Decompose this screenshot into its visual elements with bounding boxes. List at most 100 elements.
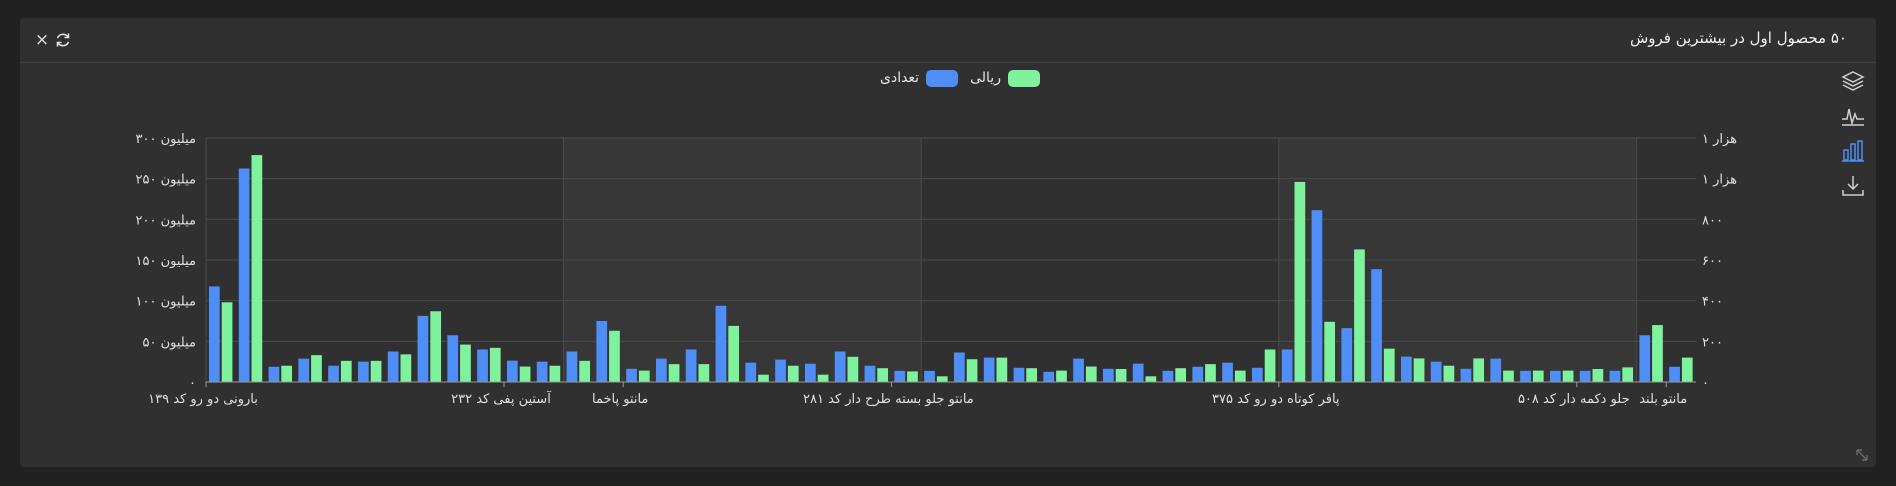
bar-count	[208, 286, 220, 382]
bar-count	[775, 359, 786, 382]
bar-rial	[1652, 325, 1663, 382]
resize-icon[interactable]	[1854, 447, 1870, 463]
bar-rial	[728, 325, 740, 382]
bar-count	[417, 315, 429, 382]
x-tick-label: پافر کوتاه دو رو کد ۳۷۵	[1212, 392, 1340, 407]
bar-rial	[877, 368, 889, 382]
bar-count	[1073, 358, 1084, 382]
bar-rial	[1294, 181, 1306, 382]
bar-count	[477, 349, 488, 382]
bar-rial	[698, 364, 710, 382]
bar-count	[328, 365, 339, 382]
bar-rial	[340, 360, 352, 382]
legend-label-count: تعدادی	[880, 70, 920, 86]
bar-rial	[1175, 368, 1187, 382]
bar-count	[1371, 269, 1382, 382]
bar-count	[566, 351, 578, 382]
bar-count	[745, 362, 757, 382]
bar-rial	[549, 365, 561, 382]
bar-count	[596, 321, 608, 382]
y-left-tick-label: ۱۵۰ میلیون	[136, 254, 196, 269]
x-tick-label: مانتو پاخما	[592, 392, 648, 407]
bar-count	[1400, 356, 1412, 382]
close-button[interactable]: ×	[34, 30, 50, 50]
bar-count	[804, 363, 816, 382]
bar-count	[1609, 370, 1621, 382]
bar-count	[1341, 328, 1353, 382]
bar-rial	[1145, 376, 1157, 382]
bar-rial	[1473, 358, 1485, 382]
bar-rial	[1413, 358, 1425, 382]
bar-rial	[579, 360, 591, 382]
bar-count	[1222, 362, 1233, 382]
legend-item-count[interactable]: تعدادی	[880, 69, 959, 87]
panel-header: × ۵۰ محصول اول در بیشترین فروش	[20, 18, 1876, 63]
bar-rial	[489, 347, 501, 382]
bar-rial	[1592, 368, 1604, 382]
bar-count	[387, 351, 399, 382]
bar-rial	[1562, 370, 1574, 382]
bar-count	[357, 361, 369, 382]
legend-label-rial: ریالی	[970, 70, 1001, 86]
bar-count	[298, 358, 310, 382]
y-right-tick-label: ۸۰۰	[1702, 213, 1723, 228]
x-tick-label: مانتو جلو بسته طرح دار کد ۲۸۱	[803, 392, 974, 407]
bar-count	[1669, 366, 1680, 382]
chart-legend: ریالی تعدادی	[868, 68, 1040, 88]
legend-item-rial[interactable]: ریالی	[970, 69, 1040, 87]
bar-rial	[370, 360, 382, 382]
bar-rial	[1354, 249, 1365, 382]
bar-count	[1549, 370, 1561, 382]
y-left-tick-label: ۳۰۰ میلیون	[136, 132, 196, 147]
bar-count	[1162, 370, 1174, 382]
bar-rial	[1681, 357, 1693, 382]
legend-swatch-count	[926, 69, 959, 87]
bar-count	[1430, 361, 1442, 382]
panel-title: ۵۰ محصول اول در بیشترین فروش	[1629, 29, 1847, 47]
bar-rial	[907, 371, 918, 382]
bar-count	[1132, 363, 1144, 382]
bar-count	[506, 360, 518, 382]
line-chart-button[interactable]	[1840, 103, 1866, 129]
bar-rial	[936, 376, 948, 382]
bar-chart-button[interactable]	[1840, 138, 1866, 164]
layers-button[interactable]	[1840, 68, 1866, 94]
x-tick-label: آستین پفی کد ۲۳۲	[451, 390, 552, 407]
y-left-tick-label: ۲۵۰ میلیون	[136, 173, 196, 188]
bar-rial	[847, 356, 859, 382]
bar-rial	[668, 364, 680, 382]
bar-count	[1192, 366, 1204, 382]
y-right-tick-label: ۲۰۰	[1702, 335, 1723, 350]
bar-rial	[1503, 370, 1514, 382]
bar-chart-icon	[1842, 140, 1864, 162]
bar-count	[894, 370, 906, 382]
bar-count	[924, 370, 935, 382]
bar-rial	[1115, 368, 1127, 382]
bar-count	[685, 349, 697, 382]
bar-count	[953, 352, 965, 382]
bar-rial	[758, 374, 769, 382]
bar-rial	[1026, 368, 1038, 382]
bar-count	[1013, 367, 1025, 382]
bar-count	[1639, 335, 1651, 382]
refresh-button[interactable]	[53, 30, 73, 50]
bar-count	[864, 365, 876, 382]
y-left-tick-label: ۱۰۰ میلیون	[136, 295, 196, 310]
y-right-tick-label: هزار ۱	[1702, 132, 1737, 147]
bar-count	[983, 357, 995, 382]
x-tick-label: مانتو بلند	[1639, 392, 1687, 407]
bar-rial	[996, 357, 1008, 382]
bar-rial	[1443, 365, 1455, 382]
bar-count	[238, 168, 250, 382]
bar-rial	[519, 366, 531, 382]
legend-swatch-rial	[1007, 69, 1040, 87]
y-right-tick-label: ۶۰۰	[1702, 254, 1723, 269]
x-tick-label: جلو دکمه دار کد ۵۰۸	[1518, 392, 1630, 407]
chart-toolbar	[1840, 68, 1866, 208]
bar-count	[1251, 367, 1263, 382]
download-button[interactable]	[1840, 173, 1866, 199]
refresh-icon	[56, 33, 70, 47]
bar-rial	[638, 370, 650, 382]
bar-count	[1579, 370, 1591, 382]
bar-rial	[1532, 370, 1544, 382]
